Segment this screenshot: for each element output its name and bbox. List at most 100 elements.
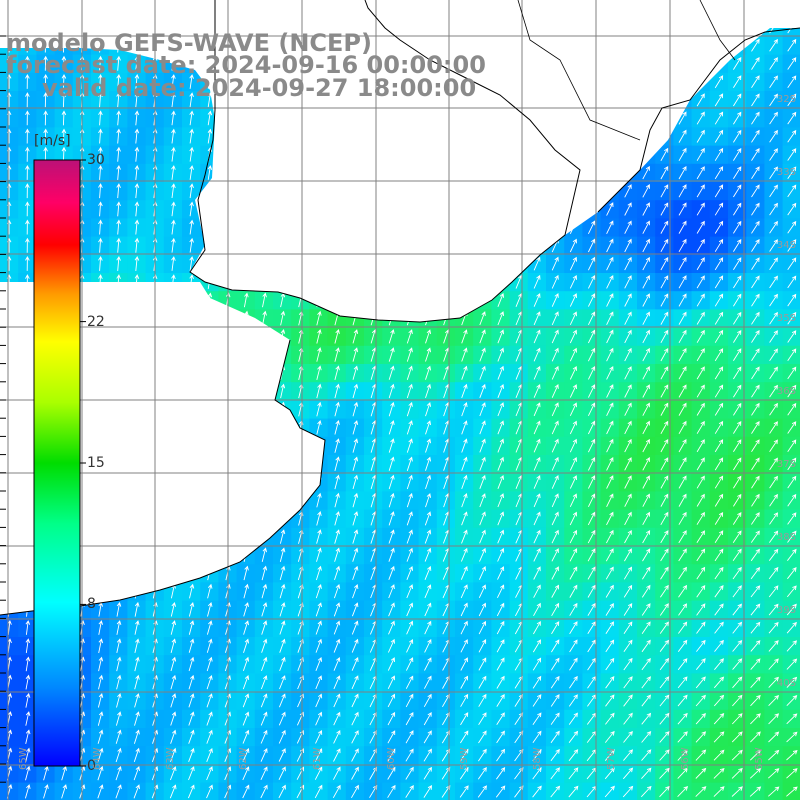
wind-arrow xyxy=(189,128,194,144)
wind-arrow xyxy=(587,311,596,325)
wind-arrow xyxy=(750,713,761,725)
valid-date: valid date: 2024-09-27 18:00:00 xyxy=(42,74,477,102)
wind-arrow xyxy=(116,237,121,253)
wind-arrow xyxy=(478,602,487,617)
wind-arrow xyxy=(551,639,560,653)
wind-arrow xyxy=(478,566,486,580)
wind-arrow xyxy=(333,620,341,635)
wind-arrow xyxy=(188,674,195,690)
wind-arrow xyxy=(280,310,286,326)
wind-arrow xyxy=(315,711,323,726)
wind-arrow xyxy=(388,529,395,544)
wind-arrow xyxy=(98,219,103,235)
wind-arrow xyxy=(260,748,268,762)
wind-arrow xyxy=(334,365,340,381)
wind-arrow xyxy=(678,129,687,143)
wind-arrow xyxy=(261,583,268,599)
wind-arrow xyxy=(405,730,414,744)
wind-arrow xyxy=(459,766,469,780)
wind-arrow xyxy=(406,401,413,417)
wind-arrow xyxy=(587,639,596,653)
wind-arrow xyxy=(406,365,413,380)
wind-arrow xyxy=(751,257,760,271)
wind-arrow xyxy=(479,511,486,526)
wind-arrow xyxy=(242,784,250,799)
coastline-south xyxy=(0,339,326,616)
wind-arrow xyxy=(750,640,761,652)
wind-arrow xyxy=(641,730,652,743)
wind-arrow xyxy=(189,183,194,199)
wind-arrow xyxy=(189,74,194,89)
wind-arrow xyxy=(660,220,669,234)
wind-arrow xyxy=(786,585,797,598)
wind-arrow xyxy=(660,384,669,398)
wind-arrow xyxy=(733,493,742,507)
wind-arrow xyxy=(98,146,103,162)
wind-arrow xyxy=(587,329,596,344)
wind-arrow xyxy=(768,695,780,707)
wind-arrow xyxy=(115,711,122,726)
wind-arrow xyxy=(769,129,778,143)
wind-arrow xyxy=(604,785,615,798)
wind-arrow xyxy=(660,420,669,435)
wind-arrow xyxy=(405,785,414,798)
wind-arrow xyxy=(116,692,122,708)
wind-arrow xyxy=(587,621,596,635)
wind-arrow xyxy=(678,238,687,253)
wind-arrow xyxy=(551,256,559,271)
wind-arrow xyxy=(497,529,505,544)
wind-arrow xyxy=(533,493,541,508)
wind-arrow xyxy=(733,202,742,216)
wind-arrow xyxy=(678,475,687,489)
wind-arrow xyxy=(352,383,359,399)
wind-arrow xyxy=(479,402,486,417)
wind-arrow xyxy=(623,694,633,707)
wind-arrow xyxy=(787,384,797,398)
wind-arrow xyxy=(61,128,67,144)
wind-arrow xyxy=(696,603,706,616)
wind-arrow xyxy=(388,456,395,471)
wind-arrow xyxy=(695,731,707,743)
wind-arrow xyxy=(278,748,286,762)
wind-arrow xyxy=(460,566,468,580)
wind-arrow xyxy=(696,475,705,489)
wind-arrow xyxy=(352,438,359,453)
wind-arrow xyxy=(606,220,614,234)
wind-arrow xyxy=(660,256,669,271)
wind-arrow xyxy=(206,675,213,690)
wind-arrow xyxy=(587,384,596,398)
wind-arrow xyxy=(406,329,413,344)
wind-arrow xyxy=(405,675,414,689)
wind-arrow xyxy=(733,475,742,489)
wind-arrow xyxy=(751,311,760,325)
wind-arrow xyxy=(116,255,121,271)
wind-arrow xyxy=(460,675,468,689)
wind-arrow xyxy=(714,475,724,489)
wind-arrow xyxy=(677,639,688,652)
wind-arrow xyxy=(134,674,140,690)
wind-arrow xyxy=(606,256,614,271)
wind-arrow xyxy=(279,565,286,581)
wind-arrow xyxy=(406,456,413,471)
wind-arrow xyxy=(696,621,706,634)
wind-arrow xyxy=(714,329,724,343)
wind-arrow xyxy=(787,239,797,252)
wind-arrow xyxy=(206,784,213,799)
wind-arrow xyxy=(606,493,614,507)
wind-arrow xyxy=(533,456,541,471)
wind-arrow xyxy=(460,602,468,617)
wind-arrow xyxy=(479,474,486,489)
wind-arrow xyxy=(678,584,688,598)
wind-arrow xyxy=(423,785,433,798)
wind-arrow xyxy=(641,694,651,707)
wind-arrow xyxy=(61,55,67,71)
wind-arrow xyxy=(497,456,505,471)
wind-arrow xyxy=(207,583,213,599)
wind-arrow xyxy=(696,184,705,198)
wind-arrow xyxy=(769,402,778,416)
land-mask xyxy=(0,0,800,615)
wind-arrow xyxy=(351,766,359,780)
wind-arrow xyxy=(751,220,760,234)
wind-arrow xyxy=(787,439,797,452)
wind-arrow xyxy=(733,166,742,180)
